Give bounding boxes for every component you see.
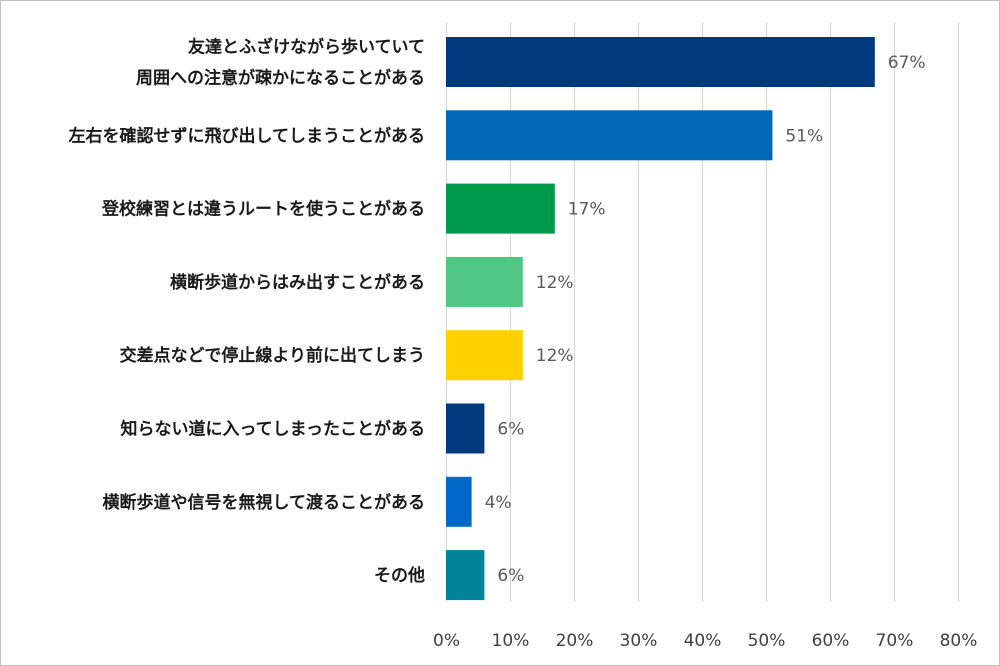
bar — [446, 110, 773, 161]
bars — [446, 37, 875, 601]
bar — [446, 256, 523, 307]
x-tick-label: 0% — [433, 631, 460, 651]
x-axis-tick-labels: 0% 10% 20% 30% 40% 50% 60% 70% 80% — [433, 631, 977, 651]
data-label: 51% — [785, 126, 823, 146]
grid-lines — [445, 23, 960, 601]
category-label-line: 横断歩道や信号を無視して渡ることがある — [103, 492, 426, 513]
x-tick-label: 10% — [492, 631, 530, 651]
category-label: 知らない道に入ってしまったことがある — [120, 419, 425, 440]
category-label-line: その他 — [374, 565, 425, 586]
data-label: 12% — [536, 273, 574, 293]
data-label: 12% — [536, 346, 574, 366]
category-label-line: 交差点などで停止線より前に出てしまう — [120, 345, 425, 366]
x-tick-label: 30% — [620, 631, 658, 651]
category-label-line: 登校練習とは違うルートを使うことがある — [101, 199, 425, 220]
bar — [446, 37, 875, 87]
data-label: 6% — [497, 420, 524, 440]
category-label: 横断歩道や信号を無視して渡ることがある — [103, 492, 426, 513]
category-label: 横断歩道からはみ出すことがある — [170, 272, 425, 293]
data-label: 17% — [568, 200, 606, 220]
data-label: 4% — [485, 493, 512, 513]
category-label: 左右を確認せずに飛び出してしまうことがある — [69, 125, 426, 146]
category-labels: 友達とふざけながら歩いていて周囲への注意が疎かになることがある左右を確認せずに飛… — [69, 37, 426, 587]
bar — [446, 403, 485, 454]
x-tick-label: 40% — [684, 631, 722, 651]
value-labels: 67% 51% 17% 12% 12% 6% 4% 6% — [485, 53, 926, 586]
category-label-line: 周囲への注意が疎かになることがある — [136, 68, 425, 89]
category-label-line: 知らない道に入ってしまったことがある — [120, 419, 425, 440]
bar — [446, 183, 555, 234]
category-label: 交差点などで停止線より前に出てしまう — [120, 345, 425, 366]
category-label: その他 — [374, 565, 425, 586]
data-label: 67% — [888, 53, 926, 73]
category-label-line: 友達とふざけながら歩いていて — [188, 37, 425, 58]
category-label-line: 左右を確認せずに飛び出してしまうことがある — [69, 125, 426, 146]
x-tick-label: 50% — [748, 631, 786, 651]
data-label: 6% — [497, 566, 524, 586]
x-tick-label: 80% — [940, 631, 978, 651]
x-tick-label: 60% — [812, 631, 850, 651]
category-label-line: 横断歩道からはみ出すことがある — [170, 272, 425, 293]
x-tick-label: 70% — [876, 631, 914, 651]
x-tick-label: 20% — [556, 631, 594, 651]
bar — [446, 330, 523, 381]
bar — [446, 476, 472, 527]
bar — [446, 550, 485, 601]
category-label: 登校練習とは違うルートを使うことがある — [101, 199, 425, 220]
category-label: 友達とふざけながら歩いていて周囲への注意が疎かになることがある — [136, 37, 425, 89]
